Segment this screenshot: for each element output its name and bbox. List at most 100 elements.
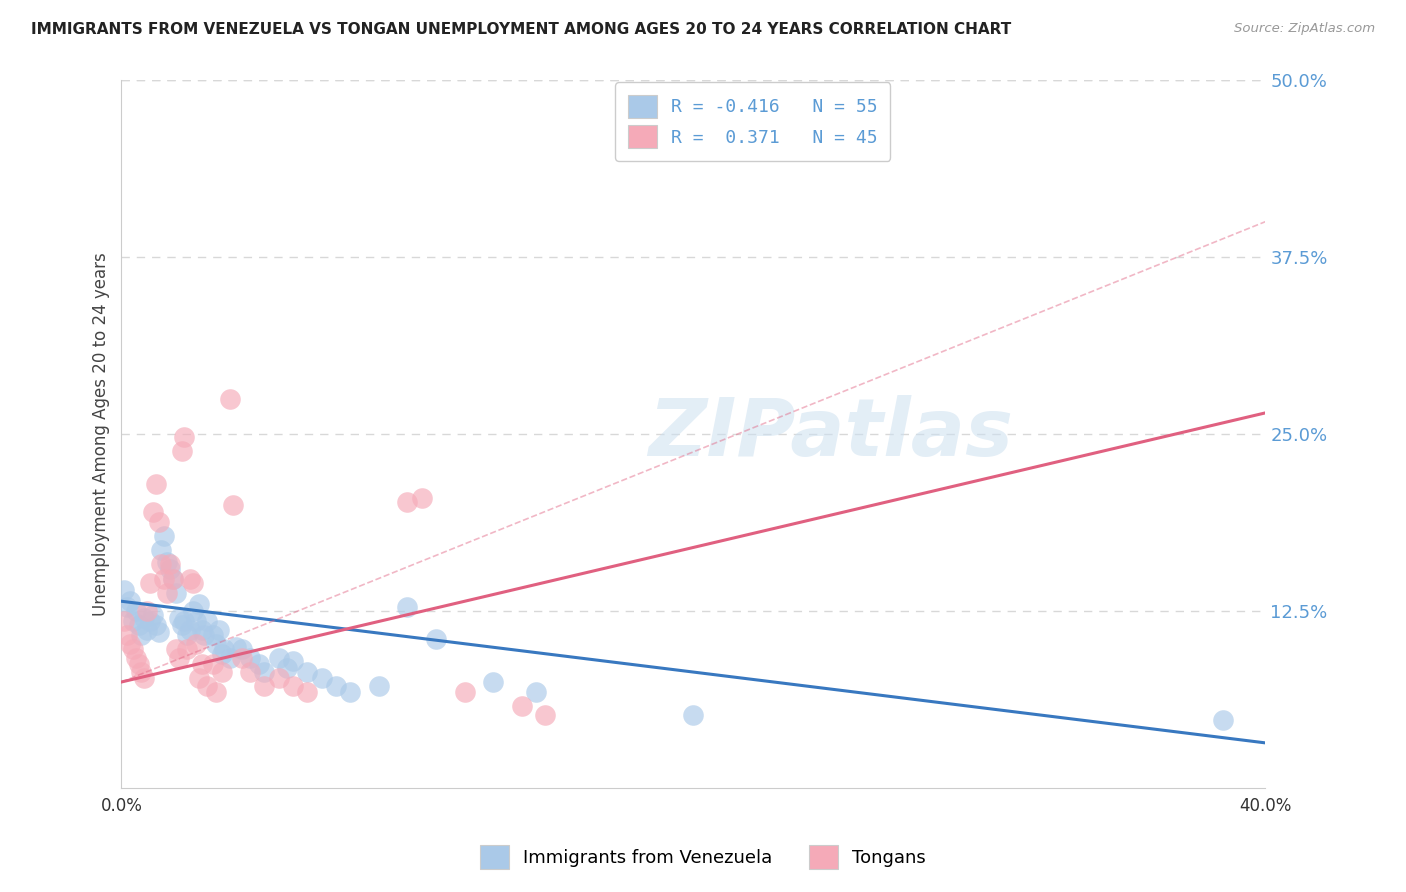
Point: [145, 476, 167, 491]
Point: [297, 685, 319, 699]
Point: [231, 642, 253, 657]
Point: [211, 665, 233, 679]
Point: [125, 604, 148, 618]
Point: [125, 651, 148, 665]
Point: [201, 657, 224, 671]
Point: [128, 657, 150, 671]
Text: IMMIGRANTS FROM VENEZUELA VS TONGAN UNEMPLOYMENT AMONG AGES 20 TO 24 YEARS CORRE: IMMIGRANTS FROM VENEZUELA VS TONGAN UNEM…: [31, 22, 1011, 37]
Point: [239, 651, 262, 665]
Point: [131, 628, 153, 642]
Y-axis label: Unemployment Among Ages 20 to 24 years: Unemployment Among Ages 20 to 24 years: [93, 252, 110, 616]
Point: [190, 623, 212, 637]
Point: [187, 597, 209, 611]
Point: [201, 628, 224, 642]
Point: [181, 604, 204, 618]
Point: [176, 642, 198, 657]
Point: [136, 604, 159, 618]
Point: [148, 515, 170, 529]
Point: [367, 679, 389, 693]
Legend: Immigrants from Venezuela, Tongans: Immigrants from Venezuela, Tongans: [472, 838, 934, 876]
Point: [131, 665, 153, 679]
Point: [311, 671, 333, 685]
Point: [134, 611, 156, 625]
Point: [205, 685, 228, 699]
Text: Source: ZipAtlas.com: Source: ZipAtlas.com: [1234, 22, 1375, 36]
Point: [219, 651, 242, 665]
Point: [396, 495, 419, 509]
Point: [453, 685, 475, 699]
Point: [170, 618, 193, 632]
Point: [173, 430, 195, 444]
Point: [208, 623, 231, 637]
Point: [167, 651, 190, 665]
Point: [231, 651, 253, 665]
Point: [297, 665, 319, 679]
Point: [118, 637, 141, 651]
Point: [148, 625, 170, 640]
Point: [118, 594, 141, 608]
Point: [211, 647, 233, 661]
Point: [253, 679, 276, 693]
Point: [184, 614, 207, 628]
Point: [136, 623, 159, 637]
Point: [205, 637, 228, 651]
Point: [165, 586, 187, 600]
Point: [162, 572, 184, 586]
Point: [115, 599, 138, 614]
Point: [122, 642, 145, 657]
Point: [396, 599, 419, 614]
Point: [139, 614, 162, 628]
Point: [150, 558, 173, 572]
Point: [139, 575, 162, 590]
Point: [128, 618, 150, 632]
Point: [145, 618, 167, 632]
Point: [195, 614, 218, 628]
Point: [482, 675, 505, 690]
Point: [510, 699, 533, 714]
Point: [181, 575, 204, 590]
Point: [339, 685, 361, 699]
Point: [682, 707, 704, 722]
Point: [112, 582, 135, 597]
Point: [150, 543, 173, 558]
Point: [219, 392, 242, 406]
Point: [225, 640, 247, 654]
Point: [325, 679, 347, 693]
Point: [159, 558, 181, 572]
Point: [179, 572, 201, 586]
Point: [411, 491, 433, 505]
Point: [214, 642, 236, 657]
Point: [170, 444, 193, 458]
Point: [115, 628, 138, 642]
Point: [184, 637, 207, 651]
Point: [153, 529, 176, 543]
Point: [162, 572, 184, 586]
Point: [193, 628, 215, 642]
Point: [167, 611, 190, 625]
Point: [156, 555, 179, 569]
Point: [142, 608, 165, 623]
Point: [173, 614, 195, 628]
Point: [253, 665, 276, 679]
Point: [524, 685, 547, 699]
Point: [122, 614, 145, 628]
Point: [239, 665, 262, 679]
Point: [187, 671, 209, 685]
Point: [190, 657, 212, 671]
Point: [176, 628, 198, 642]
Point: [134, 671, 156, 685]
Point: [276, 661, 298, 675]
Legend: R = -0.416   N = 55, R =  0.371   N = 45: R = -0.416 N = 55, R = 0.371 N = 45: [616, 82, 890, 161]
Point: [112, 614, 135, 628]
Point: [425, 632, 447, 647]
Point: [247, 657, 270, 671]
Point: [281, 654, 304, 668]
Point: [533, 707, 555, 722]
Point: [159, 562, 181, 576]
Point: [156, 586, 179, 600]
Point: [267, 651, 290, 665]
Point: [1212, 713, 1234, 727]
Point: [153, 572, 176, 586]
Text: ZIPatlas: ZIPatlas: [648, 395, 1014, 473]
Point: [195, 679, 218, 693]
